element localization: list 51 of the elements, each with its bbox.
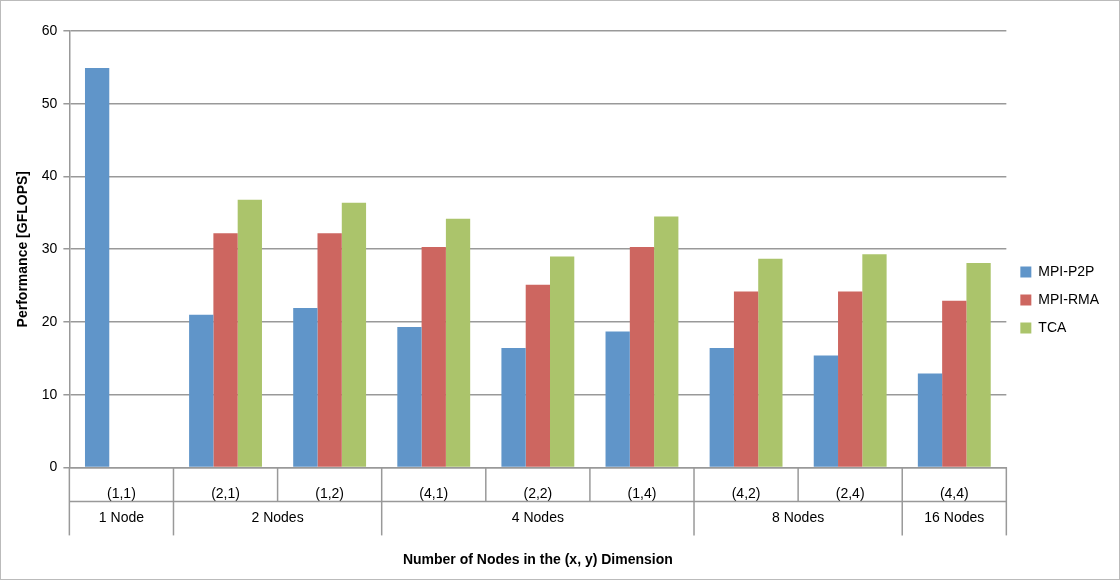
x-tick-label: (2,1) (211, 484, 240, 501)
bar (237, 199, 262, 467)
bar (709, 348, 734, 467)
text: 16 Nodes (924, 509, 985, 526)
bar (525, 284, 550, 467)
bar (189, 314, 214, 467)
bar (966, 263, 991, 467)
text: 1 Node (98, 509, 145, 526)
x-axis-title: Number of Nodes in the (x, y) Dimension (402, 551, 673, 568)
bar (654, 216, 679, 467)
y-tick-label: 0 (49, 458, 58, 475)
y-axis-title: Performance [GFLOPS] (14, 171, 31, 328)
bar (838, 291, 863, 467)
text: 2 Nodes (251, 509, 304, 526)
y-tick-label: 20 (41, 312, 58, 329)
bar (942, 300, 967, 467)
bar (397, 327, 422, 467)
bar (813, 355, 839, 467)
bar (317, 233, 342, 467)
text: 4 Nodes (511, 509, 564, 526)
x-tick-label: (1,2) (315, 484, 345, 501)
y-tick-label: 30 (41, 240, 58, 257)
bar (550, 256, 575, 467)
legend-label: TCA (1038, 318, 1067, 335)
y-tick-label: 50 (41, 94, 58, 111)
x-tick-label: (2,2) (523, 484, 553, 501)
y-tick-label: 40 (41, 167, 58, 184)
x-tick-label: (1,1) (107, 484, 136, 501)
bar (629, 247, 655, 467)
bar (421, 247, 446, 467)
bar (862, 254, 887, 467)
legend-label: MPI-P2P (1038, 262, 1095, 279)
text: 8 Nodes (772, 509, 825, 526)
x-tick-label: (1,4) (627, 484, 657, 501)
x-tick-label: (4,1) (419, 484, 449, 501)
x-tick-label: (4,4) (939, 484, 969, 501)
bar (733, 291, 759, 467)
bar (445, 218, 471, 467)
y-tick-label: 10 (41, 385, 58, 402)
legend-label: MPI-RMA (1038, 290, 1100, 307)
x-tick-label: (4,2) (731, 484, 761, 501)
bar (605, 331, 630, 467)
bar (501, 348, 526, 467)
y-tick-label: 60 (41, 21, 58, 38)
bar (917, 373, 943, 467)
x-tick-label: (2,4) (835, 484, 865, 501)
bar (758, 258, 783, 467)
bar (293, 308, 318, 467)
bar (213, 233, 238, 467)
bar (341, 202, 367, 467)
bar (84, 68, 110, 467)
